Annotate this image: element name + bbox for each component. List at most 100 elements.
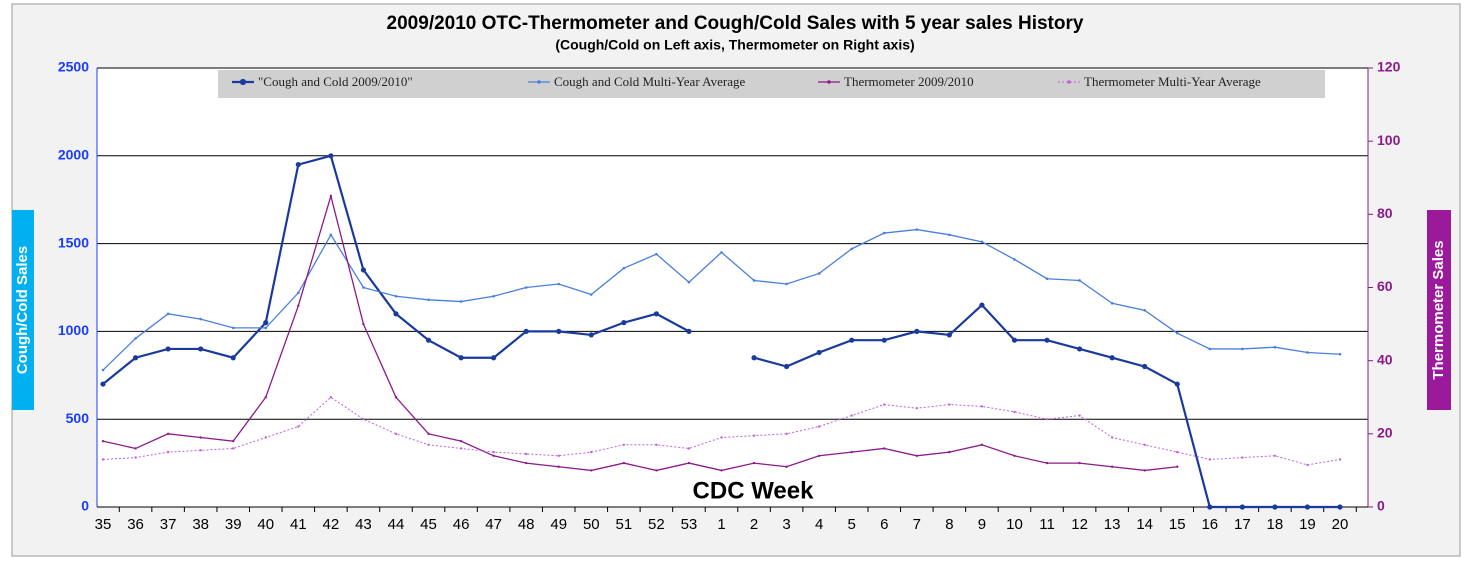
- series-marker: [166, 432, 170, 436]
- series-marker: [427, 298, 430, 302]
- series-marker: [1078, 279, 1081, 282]
- series-marker: [492, 294, 495, 298]
- series-marker: [785, 432, 788, 436]
- y2-tick-label: 120: [1377, 59, 1401, 75]
- series-marker: [329, 233, 333, 237]
- plot-area: [97, 68, 1368, 507]
- series-marker: [1337, 504, 1343, 510]
- x-tick-label: 9: [978, 516, 986, 533]
- series-marker: [264, 436, 267, 439]
- x-tick-label: 10: [1006, 516, 1023, 533]
- series-marker: [590, 450, 593, 454]
- series-marker: [817, 272, 821, 275]
- series-marker: [524, 461, 528, 465]
- series-marker: [850, 450, 853, 454]
- series-marker: [491, 355, 497, 361]
- series-marker: [1110, 302, 1114, 305]
- series-marker: [1013, 410, 1016, 414]
- series-marker: [524, 286, 528, 289]
- series-marker: [655, 443, 658, 447]
- x-tick-label: 41: [290, 516, 307, 533]
- x-tick-label: 17: [1234, 516, 1251, 533]
- series-marker: [1241, 347, 1244, 351]
- series-marker: [199, 317, 202, 321]
- series-marker: [1044, 337, 1050, 343]
- series-marker: [1338, 458, 1342, 461]
- series-marker: [232, 447, 235, 450]
- x-tick-label: 13: [1104, 516, 1121, 533]
- legend-marker: [1067, 80, 1071, 84]
- series-marker: [621, 320, 627, 326]
- series-marker: [459, 439, 463, 443]
- y-tick-label: 1000: [58, 322, 89, 338]
- series-marker: [523, 328, 529, 334]
- series-marker: [590, 469, 593, 472]
- series-marker: [1338, 352, 1342, 356]
- series-marker: [134, 447, 137, 450]
- y-tick-label: 2000: [58, 147, 89, 163]
- legend-label: "Cough and Cold 2009/2010": [258, 74, 413, 89]
- series-marker: [459, 447, 463, 450]
- series-marker: [232, 439, 235, 443]
- series-line: [102, 193, 1178, 472]
- y-tick-label: 2500: [58, 59, 89, 75]
- series-marker: [165, 346, 171, 352]
- x-tick-label: 11: [1039, 516, 1055, 533]
- series-marker: [1176, 465, 1179, 468]
- series-marker: [297, 291, 300, 295]
- x-tick-label: 8: [945, 516, 953, 533]
- series-marker: [199, 449, 202, 452]
- series-marker: [850, 247, 854, 251]
- series-marker: [1142, 363, 1148, 370]
- series-marker: [1273, 345, 1277, 349]
- series-marker: [329, 194, 333, 198]
- legend-marker: [537, 80, 541, 84]
- series-marker: [101, 458, 105, 461]
- y-tick-label: 1500: [58, 234, 89, 250]
- series-marker: [980, 405, 984, 408]
- y2-tick-label: 0: [1377, 498, 1385, 514]
- series-marker: [1175, 331, 1179, 335]
- x-tick-label: 39: [225, 516, 242, 533]
- x-tick-label: 49: [550, 516, 567, 533]
- x-tick-label: 38: [192, 516, 209, 533]
- y2-axis-label: Thermometer Sales: [1430, 240, 1447, 379]
- series-marker: [393, 311, 399, 317]
- series-marker: [362, 286, 365, 289]
- series-marker: [134, 337, 137, 340]
- series-marker: [1045, 461, 1049, 465]
- series-marker: [850, 414, 853, 417]
- x-tick-label: 6: [880, 516, 888, 533]
- x-tick-label: 18: [1267, 516, 1284, 533]
- series-marker: [1143, 309, 1146, 312]
- series-marker: [427, 432, 430, 436]
- series-marker: [362, 322, 365, 326]
- series-marker: [1078, 414, 1081, 417]
- x-tick-label: 47: [485, 516, 502, 533]
- series-marker: [655, 469, 658, 472]
- series-marker: [817, 425, 821, 428]
- series-marker: [914, 328, 920, 334]
- series-marker: [231, 326, 235, 330]
- x-tick-label: 53: [681, 516, 698, 533]
- x-tick-label: 50: [583, 516, 600, 533]
- series-marker: [101, 439, 105, 443]
- series-marker: [166, 450, 170, 454]
- series-marker: [1143, 443, 1146, 447]
- y2-tick-label: 60: [1377, 278, 1393, 294]
- legend-marker: [827, 80, 831, 84]
- series-marker: [134, 456, 137, 459]
- series-marker: [881, 337, 887, 343]
- series-marker: [784, 363, 790, 370]
- series-marker: [132, 355, 139, 361]
- series-marker: [622, 443, 626, 447]
- series-marker: [1045, 277, 1049, 281]
- series-marker: [1110, 465, 1114, 468]
- x-tick-label: 37: [160, 516, 177, 533]
- x-tick-label: 45: [420, 516, 437, 533]
- series-marker: [622, 266, 626, 270]
- x-tick-label: 19: [1299, 516, 1316, 533]
- series-marker: [1207, 504, 1213, 510]
- series-marker: [915, 454, 919, 457]
- series-marker: [1013, 258, 1016, 261]
